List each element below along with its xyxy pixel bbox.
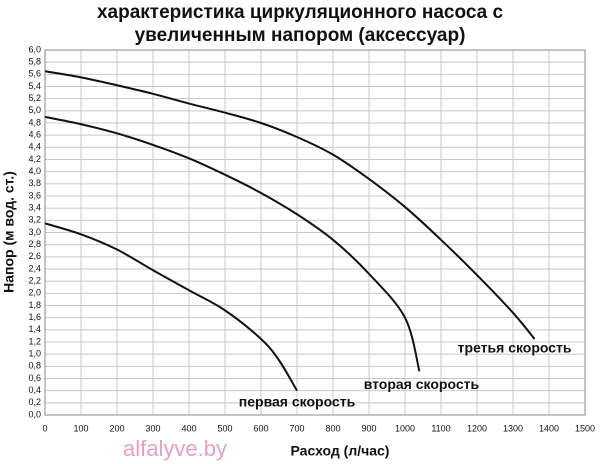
y-tick-label: 4,6 <box>28 130 41 140</box>
y-tick-label: 4,8 <box>28 117 41 127</box>
y-tick-label: 1,2 <box>28 336 41 346</box>
y-tick-label: 0,0 <box>28 409 41 419</box>
y-tick-label: 0,4 <box>28 385 41 395</box>
curve <box>44 115 421 372</box>
x-tick-label: 200 <box>109 423 124 433</box>
y-tick-label: 0,6 <box>28 373 41 383</box>
curve-label: вторая скорость <box>364 376 480 392</box>
curve <box>44 70 536 340</box>
curve-label: первая скорость <box>239 393 356 409</box>
y-tick-label: 5,0 <box>28 105 41 115</box>
y-tick-label: 4,4 <box>28 142 41 152</box>
x-tick-label: 100 <box>73 423 88 433</box>
y-tick-label: 5,6 <box>28 69 41 79</box>
x-tick-label: 800 <box>325 423 340 433</box>
y-axis-label: Напор (м вод. ст.) <box>1 171 17 293</box>
y-tick-label: 3,2 <box>28 215 41 225</box>
x-tick-label: 600 <box>253 423 268 433</box>
x-tick-label: 1000 <box>395 423 415 433</box>
y-tick-label: 4,2 <box>28 154 41 164</box>
y-tick-label: 2,4 <box>28 263 41 273</box>
y-tick-label: 1,4 <box>28 324 41 334</box>
chart-title: увеличенным напором (аксессуар) <box>135 25 466 46</box>
y-tick-label: 2,0 <box>28 288 41 298</box>
y-tick-label: 3,0 <box>28 227 41 237</box>
chart-title: характеристика циркуляционного насоса с <box>97 2 504 23</box>
x-tick-label: 1500 <box>575 423 595 433</box>
x-axis-label: Расход (л/час) <box>291 443 390 459</box>
x-tick-label: 700 <box>289 423 304 433</box>
y-tick-label: 1,8 <box>28 300 41 310</box>
x-tick-label: 0 <box>42 423 47 433</box>
x-tick-label: 500 <box>217 423 232 433</box>
y-tick-label: 3,8 <box>28 178 41 188</box>
y-tick-label: 1,6 <box>28 312 41 322</box>
x-tick-label: 1100 <box>431 423 450 433</box>
y-tick-label: 0,8 <box>28 361 41 371</box>
x-tick-label: 300 <box>145 423 160 433</box>
y-tick-label: 4,0 <box>28 166 41 176</box>
y-tick-label: 6,0 <box>28 44 41 54</box>
y-tick-label: 3,6 <box>28 190 41 200</box>
y-tick-label: 5,8 <box>28 57 41 67</box>
x-tick-label: 1300 <box>503 423 523 433</box>
y-tick-label: 2,6 <box>28 251 41 261</box>
x-tick-label: 1200 <box>467 423 487 433</box>
y-tick-label: 3,4 <box>28 203 41 213</box>
y-tick-label: 2,8 <box>28 239 41 249</box>
x-tick-label: 900 <box>361 423 376 433</box>
plot-frame <box>44 49 586 416</box>
curve-label: третья скорость <box>458 340 572 356</box>
y-tick-label: 0,2 <box>28 397 41 407</box>
y-tick-label: 5,4 <box>28 81 41 91</box>
watermark: alfalyve.by <box>123 436 227 461</box>
curve <box>44 222 298 392</box>
y-tick-label: 5,2 <box>28 93 41 103</box>
y-tick-label: 2,2 <box>28 276 41 286</box>
x-tick-label: 400 <box>181 423 196 433</box>
x-tick-label: 1400 <box>539 423 559 433</box>
y-tick-label: 1,0 <box>28 349 41 359</box>
